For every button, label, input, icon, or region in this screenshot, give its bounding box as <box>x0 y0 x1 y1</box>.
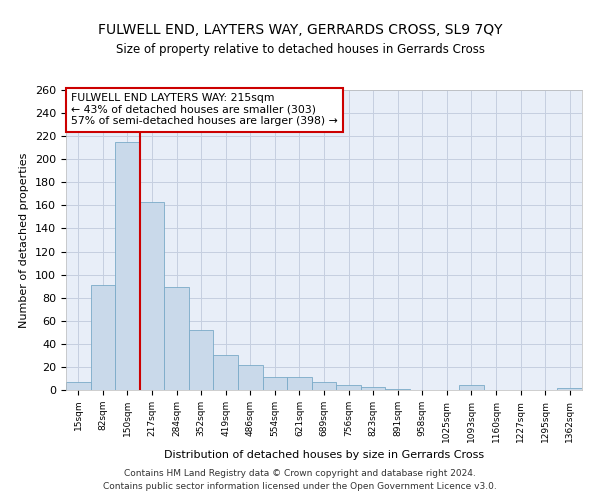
Bar <box>361 386 385 390</box>
Y-axis label: Number of detached properties: Number of detached properties <box>19 152 29 328</box>
Bar <box>238 364 263 390</box>
Bar <box>115 142 140 390</box>
Bar <box>557 388 582 390</box>
X-axis label: Distribution of detached houses by size in Gerrards Cross: Distribution of detached houses by size … <box>164 450 484 460</box>
Text: FULWELL END LAYTERS WAY: 215sqm
← 43% of detached houses are smaller (303)
57% o: FULWELL END LAYTERS WAY: 215sqm ← 43% of… <box>71 93 338 126</box>
Text: Contains public sector information licensed under the Open Government Licence v3: Contains public sector information licen… <box>103 482 497 491</box>
Bar <box>214 356 238 390</box>
Bar <box>336 386 361 390</box>
Bar <box>91 285 115 390</box>
Text: Size of property relative to detached houses in Gerrards Cross: Size of property relative to detached ho… <box>115 42 485 56</box>
Bar <box>140 202 164 390</box>
Text: Contains HM Land Registry data © Crown copyright and database right 2024.: Contains HM Land Registry data © Crown c… <box>124 468 476 477</box>
Bar <box>385 389 410 390</box>
Bar <box>189 330 214 390</box>
Bar <box>312 382 336 390</box>
Bar <box>459 386 484 390</box>
Bar <box>66 382 91 390</box>
Text: FULWELL END, LAYTERS WAY, GERRARDS CROSS, SL9 7QY: FULWELL END, LAYTERS WAY, GERRARDS CROSS… <box>98 22 502 36</box>
Bar <box>263 378 287 390</box>
Bar <box>164 288 189 390</box>
Bar <box>287 378 312 390</box>
